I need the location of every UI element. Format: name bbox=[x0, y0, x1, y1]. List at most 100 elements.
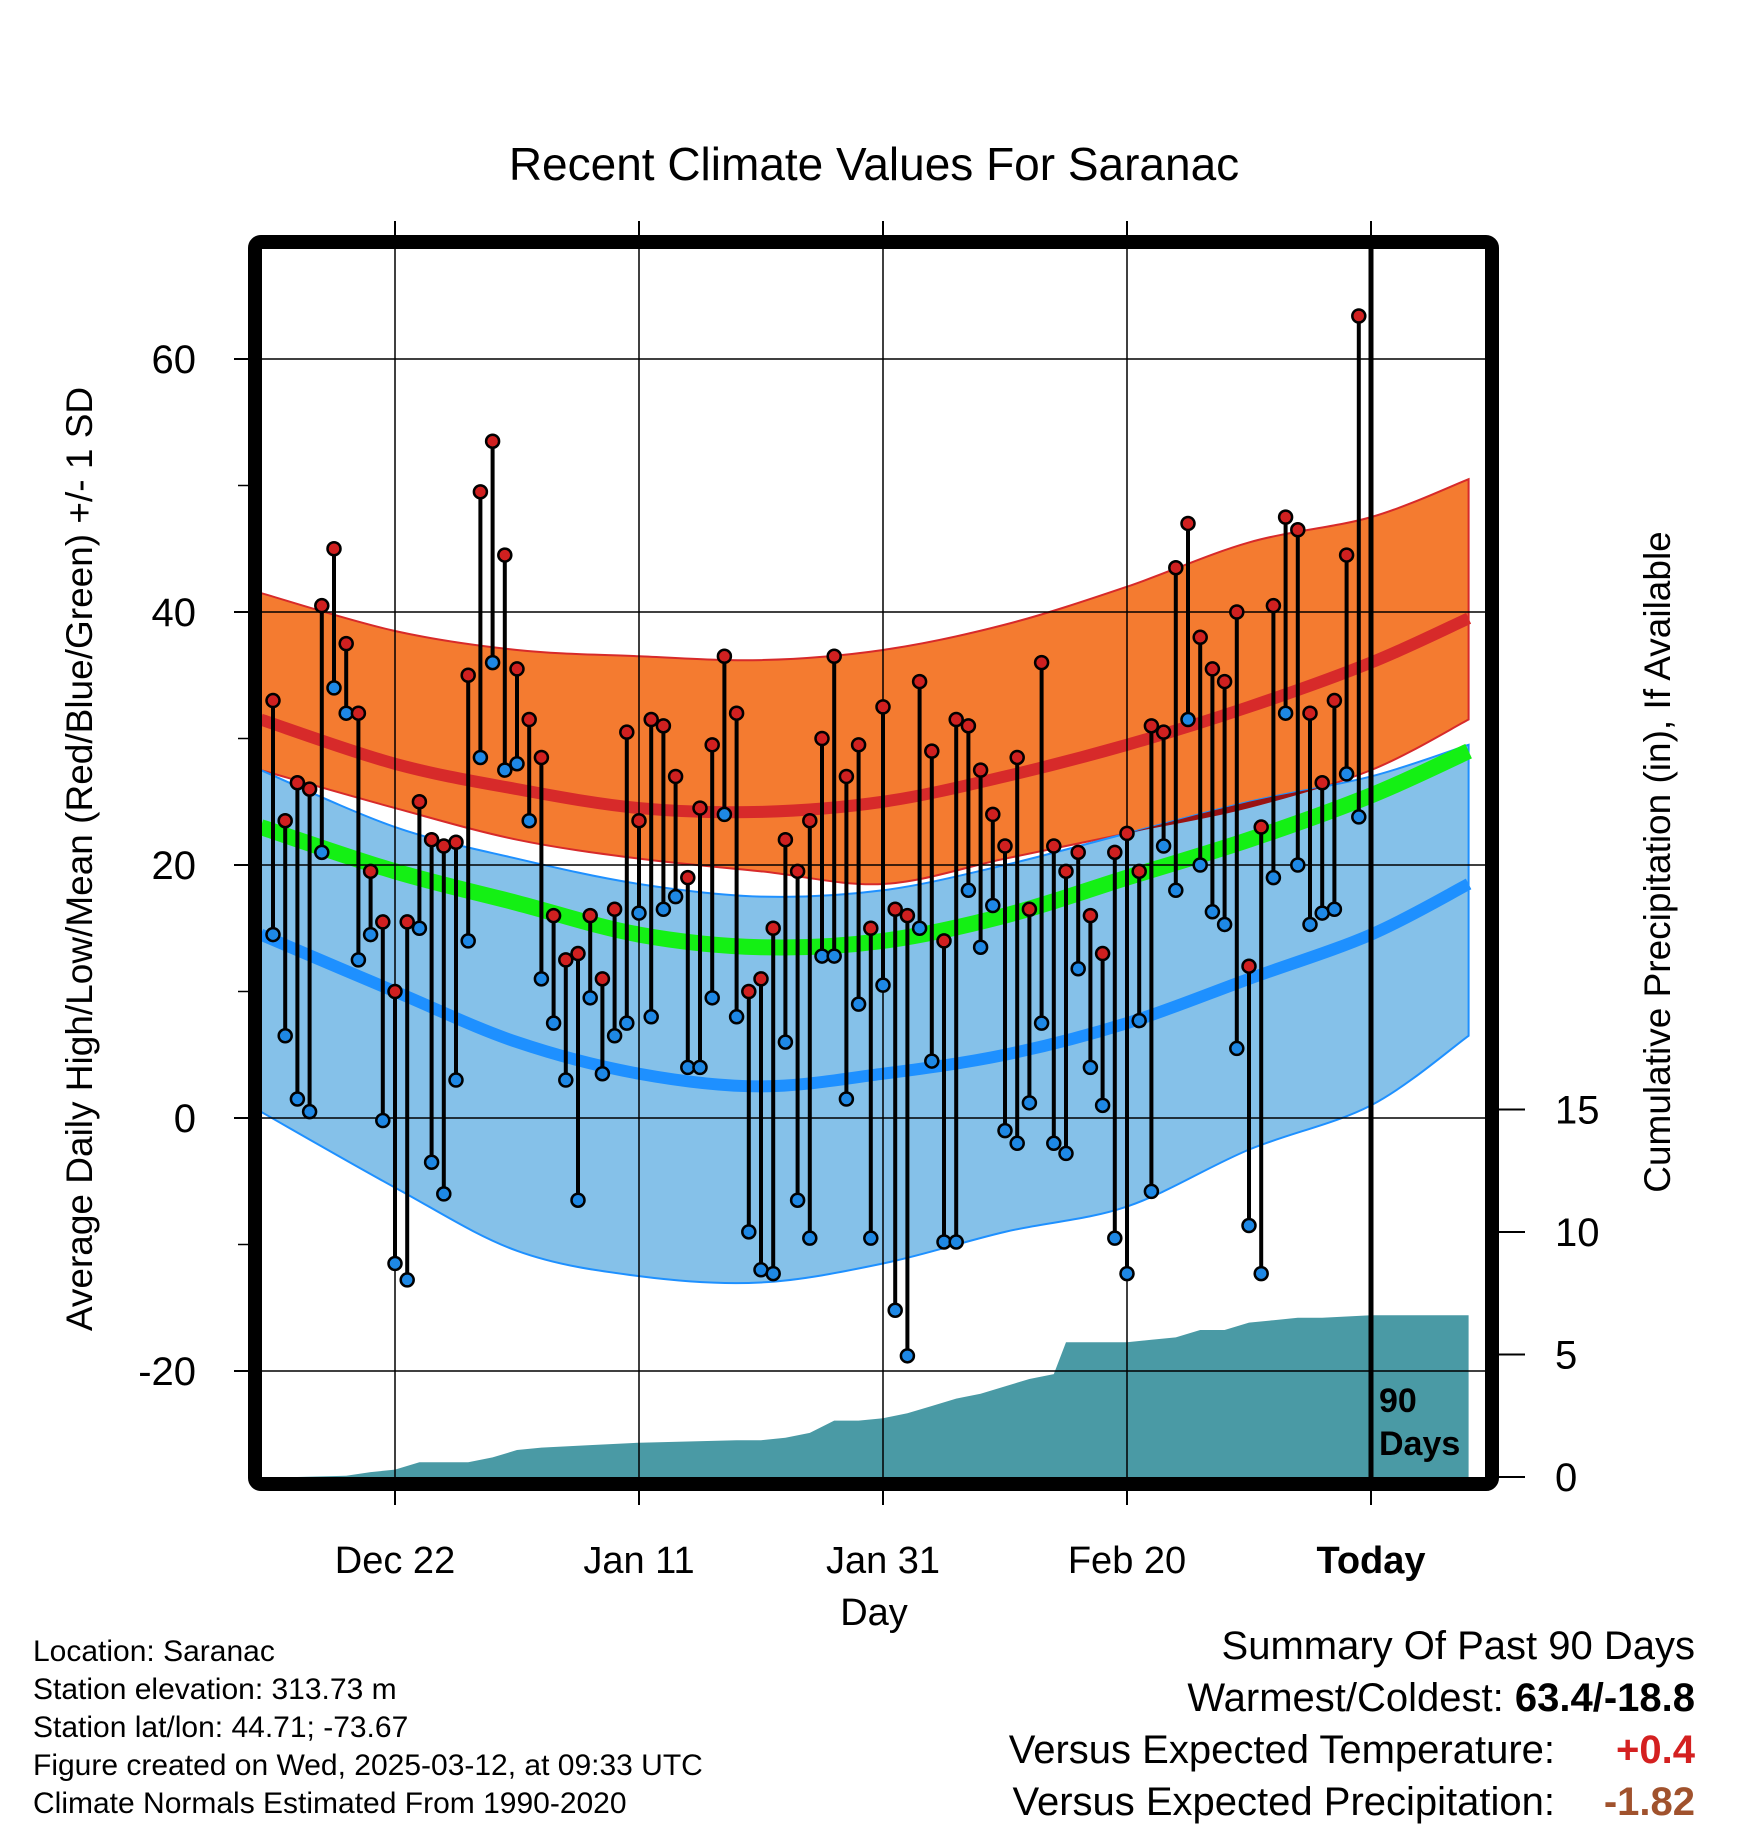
daily-low-point bbox=[289, 1091, 306, 1107]
daily-high-point bbox=[1119, 825, 1135, 842]
daily-high-point bbox=[533, 749, 550, 766]
daily-low-point bbox=[667, 888, 684, 905]
daily-low-point bbox=[375, 1112, 391, 1129]
daily-low-point bbox=[350, 952, 367, 968]
daily-high-point bbox=[1204, 661, 1221, 677]
daily-high-point bbox=[985, 806, 1001, 823]
y2-tick-label: 5 bbox=[1555, 1334, 1577, 1378]
daily-high-point bbox=[765, 920, 781, 936]
daily-low-point bbox=[704, 990, 720, 1006]
daily-high-point bbox=[1143, 718, 1160, 734]
station-info: Location: Saranac Station elevation: 313… bbox=[33, 1633, 703, 1823]
daily-low-point bbox=[558, 1072, 574, 1088]
daily-high-point bbox=[899, 907, 916, 924]
plot-area: 90 Days bbox=[262, 249, 1485, 1477]
latlon-text: Station lat/lon: 44.71; -73.67 bbox=[33, 1711, 409, 1744]
daily-low-point bbox=[387, 1255, 403, 1272]
daily-low-point bbox=[509, 756, 525, 772]
precip-delta-row: Versus Expected Precipitation: -1.82 bbox=[1009, 1776, 1695, 1828]
y-tick-label: 60 bbox=[152, 338, 197, 382]
daily-low-point bbox=[924, 1053, 940, 1069]
chart-title: Recent Climate Values For Saranac bbox=[509, 138, 1239, 190]
daily-high-point bbox=[399, 914, 415, 930]
daily-high-point bbox=[570, 945, 586, 962]
daily-high-point bbox=[582, 907, 598, 924]
daily-low-point bbox=[1058, 1145, 1074, 1162]
daily-low-point bbox=[1094, 1097, 1111, 1114]
daily-low-point bbox=[972, 939, 989, 955]
daily-high-point bbox=[631, 812, 647, 829]
daily-high-point bbox=[558, 952, 574, 968]
y-tick-label: 40 bbox=[152, 591, 197, 635]
daily-high-point bbox=[1070, 844, 1086, 861]
daily-high-point bbox=[1180, 515, 1196, 532]
daily-low-point bbox=[399, 1272, 415, 1288]
daily-low-point bbox=[594, 1065, 611, 1082]
daily-low-point bbox=[1253, 1265, 1269, 1282]
daily-low-point bbox=[472, 749, 489, 766]
high-sd-band bbox=[262, 477, 1470, 886]
daily-high-point bbox=[484, 433, 501, 449]
daily-low-point bbox=[1021, 1095, 1038, 1111]
daily-low-point bbox=[777, 1034, 794, 1050]
daily-low-point bbox=[789, 1192, 806, 1208]
daily-low-point bbox=[1351, 809, 1367, 825]
daily-low-point bbox=[741, 1224, 757, 1240]
daily-high-point bbox=[1082, 907, 1099, 924]
location-text: Location: Saranac bbox=[33, 1635, 275, 1668]
daily-low-point bbox=[1143, 1183, 1160, 1200]
daily-low-point bbox=[1290, 857, 1306, 873]
daily-high-point bbox=[1253, 819, 1269, 835]
daily-high-point bbox=[619, 724, 635, 740]
daily-low-point bbox=[1107, 1230, 1123, 1246]
daily-high-point bbox=[777, 831, 794, 848]
daily-high-point bbox=[911, 673, 928, 690]
daily-high-point bbox=[1021, 901, 1038, 918]
daily-high-point bbox=[1131, 863, 1147, 880]
marker-label-top: 90 bbox=[1379, 1382, 1417, 1420]
y2-tick-label: 0 bbox=[1555, 1456, 1577, 1500]
daily-low-point bbox=[1070, 960, 1086, 977]
daily-low-point bbox=[1131, 1012, 1147, 1029]
daily-high-point bbox=[875, 699, 891, 715]
daily-high-point bbox=[387, 983, 403, 1000]
daily-high-point bbox=[338, 635, 354, 652]
daily-low-point bbox=[1082, 1059, 1099, 1076]
daily-low-point bbox=[850, 996, 867, 1012]
daily-high-point bbox=[692, 800, 708, 816]
daily-high-point bbox=[814, 730, 830, 747]
daily-low-point bbox=[1119, 1265, 1135, 1282]
daily-low-point bbox=[838, 1091, 855, 1107]
daily-high-point bbox=[509, 661, 525, 677]
daily-low-point bbox=[997, 1122, 1013, 1139]
created-text: Figure created on Wed, 2025-03-12, at 09… bbox=[33, 1749, 703, 1782]
daily-high-point bbox=[741, 983, 757, 1000]
x-tick-label: Jan 11 bbox=[583, 1540, 694, 1582]
daily-high-point bbox=[375, 914, 391, 930]
daily-high-point bbox=[802, 812, 818, 829]
temp-delta-label: Versus Expected Temperature: bbox=[1008, 1728, 1555, 1772]
daily-low-point bbox=[728, 1009, 745, 1025]
marker-label-bottom: Days bbox=[1379, 1425, 1460, 1463]
daily-high-point bbox=[1094, 945, 1111, 962]
x-axis-label: Day bbox=[840, 1592, 908, 1634]
daily-high-point bbox=[1229, 604, 1245, 620]
daily-low-point bbox=[1180, 711, 1196, 728]
daily-high-point bbox=[887, 901, 903, 918]
daily-low-point bbox=[301, 1103, 318, 1120]
daily-low-point bbox=[1155, 838, 1172, 854]
daily-low-point bbox=[1277, 705, 1294, 721]
daily-low-point bbox=[1326, 901, 1343, 918]
y-tick-label: 20 bbox=[152, 844, 197, 888]
daily-low-point bbox=[326, 680, 342, 696]
daily-low-point bbox=[643, 1009, 659, 1025]
daily-high-point bbox=[448, 834, 464, 850]
daily-high-point bbox=[1033, 654, 1050, 671]
precip-area bbox=[262, 1315, 1469, 1477]
y-axis-label: Average Daily High/Low/Mean (Red/Blue/Gr… bbox=[59, 387, 100, 1331]
daily-low-point bbox=[423, 1154, 440, 1171]
daily-high-point bbox=[667, 768, 684, 785]
daily-high-point bbox=[704, 737, 720, 753]
daily-low-point bbox=[277, 1028, 293, 1044]
